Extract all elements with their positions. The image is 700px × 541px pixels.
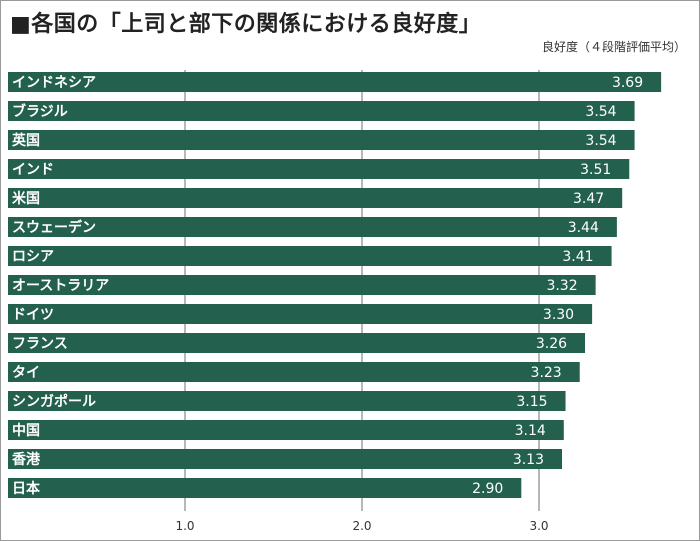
bar	[8, 188, 623, 208]
bar	[8, 101, 635, 121]
unit-note: 良好度（４段階評価平均）	[541, 40, 686, 54]
value-label: 3.54	[585, 133, 616, 149]
value-label: 3.47	[573, 191, 604, 207]
category-label: 日本	[12, 480, 41, 497]
value-label: 3.23	[531, 365, 562, 381]
category-label: 米国	[12, 190, 40, 207]
bar	[8, 130, 635, 150]
x-tick-label: 2.0	[352, 519, 371, 533]
value-label: 2.90	[472, 481, 503, 497]
category-label: スウェーデン	[12, 219, 96, 236]
category-label: ロシア	[12, 249, 54, 265]
value-label: 3.15	[516, 394, 547, 410]
bar	[8, 275, 596, 295]
value-label: 3.14	[515, 423, 546, 439]
bar	[8, 72, 662, 92]
value-label: 3.30	[543, 307, 574, 323]
bar	[8, 246, 612, 266]
category-label: インド	[12, 162, 54, 178]
value-label: 3.32	[546, 278, 577, 294]
value-label: 3.13	[513, 452, 544, 468]
bar	[8, 449, 563, 469]
value-label: 3.51	[580, 162, 611, 178]
bar	[8, 304, 593, 324]
bar	[8, 333, 586, 353]
value-label: 3.26	[536, 336, 567, 352]
tick-layer: 1.02.03.04.0	[175, 519, 548, 533]
bar-layer: インドネシア 3.69 ブラジル 3.54 英国 3.54 インド 3.51 米国 3.47 スウェ…	[8, 72, 662, 498]
bar	[8, 420, 564, 440]
value-label: 3.44	[568, 220, 599, 236]
bar	[8, 217, 617, 237]
bar	[8, 391, 566, 411]
category-label: フランス	[12, 336, 68, 352]
category-label: ブラジル	[12, 103, 68, 120]
bar	[8, 362, 580, 382]
category-label: タイ	[12, 365, 40, 381]
category-label: 中国	[12, 422, 40, 439]
category-label: 英国	[11, 132, 40, 149]
bar	[8, 159, 630, 179]
value-label: 3.41	[562, 249, 593, 265]
value-label: 3.69	[612, 75, 643, 91]
value-label: 3.54	[585, 104, 616, 120]
x-tick-label: 1.0	[175, 519, 194, 533]
chart-title: ■各国の「上司と部下の関係における良好度」	[10, 12, 482, 37]
category-label: 香港	[11, 451, 41, 468]
category-label: ドイツ	[12, 307, 54, 323]
category-label: シンガポール	[12, 393, 96, 410]
category-label: インドネシア	[12, 75, 96, 91]
x-tick-label: 3.0	[529, 519, 548, 533]
bar	[8, 478, 522, 498]
category-label: オーストラリア	[12, 278, 109, 294]
